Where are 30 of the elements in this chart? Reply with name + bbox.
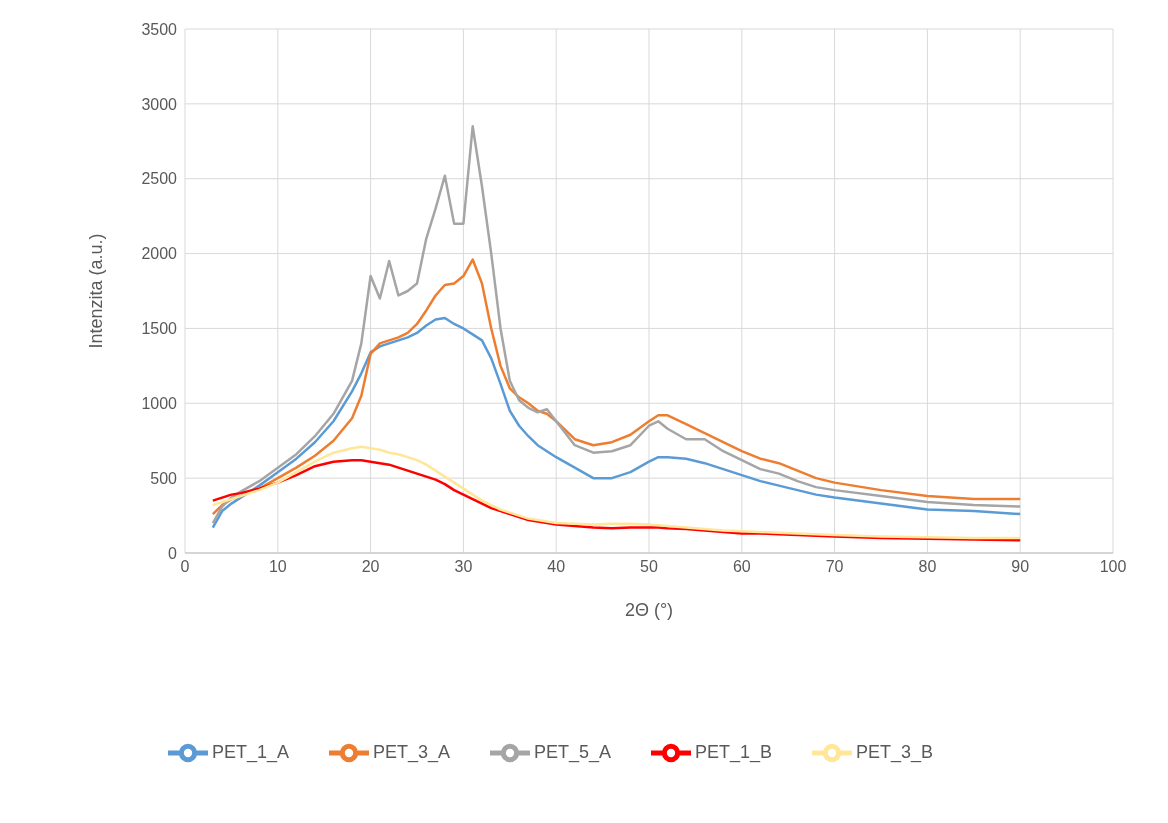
y-axis-title: Intenzita (a.u.) xyxy=(86,233,107,349)
x-tick-label: 100 xyxy=(1099,558,1127,576)
y-tick-label: 1500 xyxy=(141,320,178,338)
line-series xyxy=(211,258,1022,516)
y-tick-label: 3500 xyxy=(141,20,178,38)
line-series xyxy=(211,316,1022,529)
legend-label: PET_5_A xyxy=(533,741,612,762)
legend-label: PET_3_B xyxy=(856,741,934,762)
y-tick-label: 500 xyxy=(150,469,178,487)
x-tick-label: 0 xyxy=(180,558,190,576)
y-tick-label: 3000 xyxy=(141,95,178,113)
x-tick-label: 40 xyxy=(547,558,566,576)
y-tick-label: 0 xyxy=(168,544,178,562)
line-series xyxy=(211,125,1022,525)
x-tick-label: 10 xyxy=(268,558,287,576)
line-series xyxy=(211,445,1022,540)
x-axis-title: 2Θ (°) xyxy=(624,599,674,620)
legend-label: PET_1_A xyxy=(211,741,289,762)
y-tick-label: 1000 xyxy=(141,394,178,412)
y-tick-label: 2000 xyxy=(141,245,178,263)
legend-label: PET_1_B xyxy=(695,741,773,762)
x-tick-label: 90 xyxy=(1011,558,1030,576)
x-tick-label: 70 xyxy=(825,558,844,576)
legend-label: PET_3_A xyxy=(372,741,450,762)
x-tick-label: 30 xyxy=(454,558,473,576)
y-tick-label: 2500 xyxy=(141,170,178,188)
x-tick-label: 20 xyxy=(361,558,380,576)
x-tick-label: 80 xyxy=(918,558,937,576)
x-tick-label: 50 xyxy=(640,558,658,576)
x-tick-label: 60 xyxy=(732,558,751,576)
